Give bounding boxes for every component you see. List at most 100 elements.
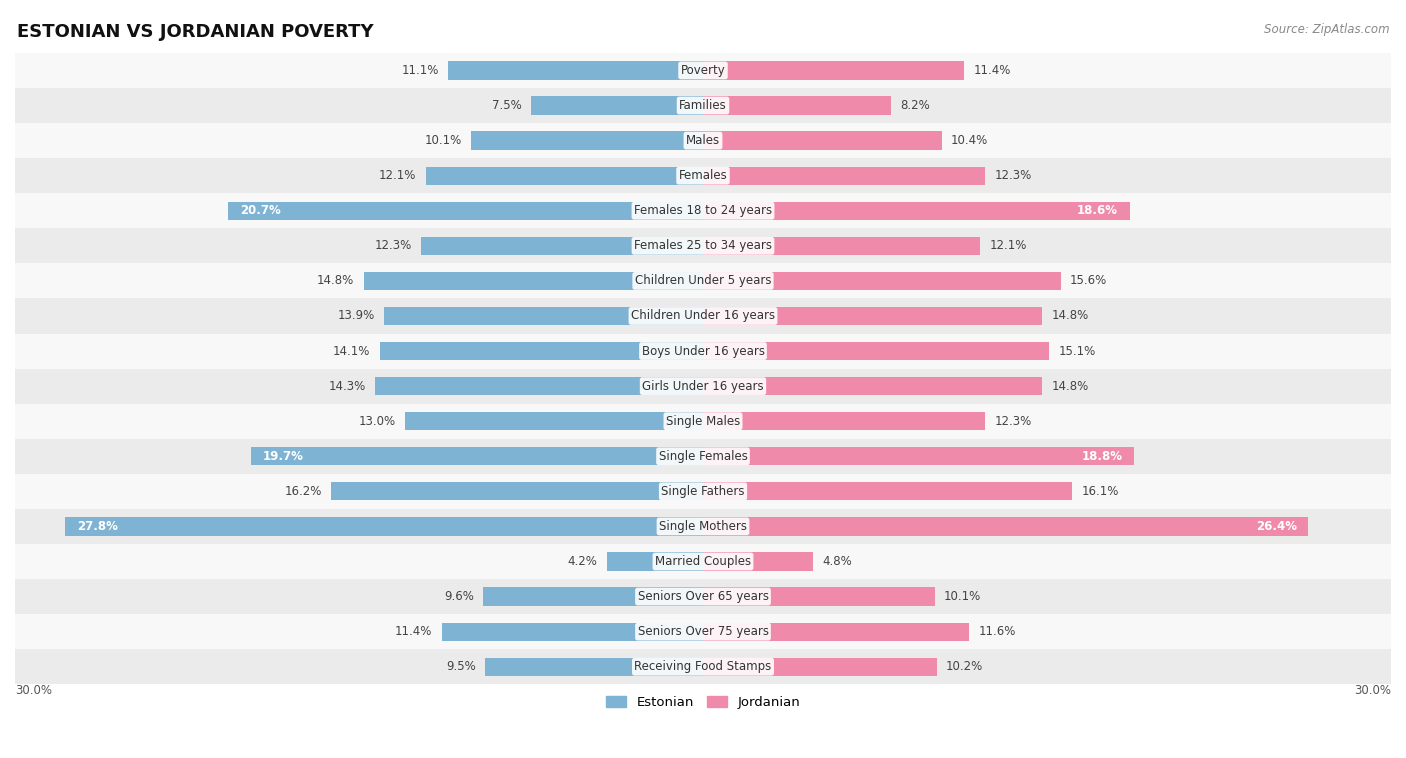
Text: 16.1%: 16.1% [1081,485,1119,498]
Bar [703,307,1042,325]
Text: Single Males: Single Males [666,415,740,428]
Bar [364,272,703,290]
Text: 9.6%: 9.6% [444,590,474,603]
Bar [15,123,1391,158]
Text: 18.8%: 18.8% [1081,449,1122,463]
Text: Poverty: Poverty [681,64,725,77]
Text: 14.8%: 14.8% [318,274,354,287]
Text: Males: Males [686,134,720,147]
Text: 18.6%: 18.6% [1077,204,1118,218]
Bar [703,272,1060,290]
Text: 14.8%: 14.8% [1052,309,1088,322]
Text: 26.4%: 26.4% [1256,520,1296,533]
Bar [15,158,1391,193]
Bar [252,447,703,465]
Text: 19.7%: 19.7% [263,449,304,463]
Bar [703,482,1073,500]
Text: 11.1%: 11.1% [402,64,439,77]
Text: 15.6%: 15.6% [1070,274,1107,287]
Text: 12.3%: 12.3% [994,169,1032,182]
Text: Receiving Food Stamps: Receiving Food Stamps [634,660,772,673]
Bar [228,202,703,220]
Text: 8.2%: 8.2% [900,99,929,112]
Text: 11.4%: 11.4% [395,625,433,638]
Bar [15,509,1391,544]
Bar [703,553,813,571]
Text: 16.2%: 16.2% [285,485,322,498]
Text: 14.3%: 14.3% [329,380,366,393]
Text: Seniors Over 65 years: Seniors Over 65 years [637,590,769,603]
Bar [332,482,703,500]
Bar [703,342,1049,360]
Bar [703,167,986,185]
Bar [703,202,1129,220]
Bar [15,193,1391,228]
Text: Seniors Over 75 years: Seniors Over 75 years [637,625,769,638]
Bar [15,544,1391,579]
Text: 30.0%: 30.0% [15,684,52,697]
Text: 15.1%: 15.1% [1059,345,1095,358]
Text: Single Fathers: Single Fathers [661,485,745,498]
Bar [375,377,703,395]
Bar [449,61,703,80]
Text: Children Under 16 years: Children Under 16 years [631,309,775,322]
Text: 12.3%: 12.3% [374,240,412,252]
Bar [482,587,703,606]
Text: 10.4%: 10.4% [950,134,988,147]
Bar [703,61,965,80]
Bar [703,412,986,431]
Bar [703,587,935,606]
Text: 12.3%: 12.3% [994,415,1032,428]
Bar [380,342,703,360]
Text: 11.6%: 11.6% [979,625,1015,638]
Bar [606,553,703,571]
Text: 13.9%: 13.9% [337,309,375,322]
Bar [15,614,1391,649]
Text: Females 25 to 34 years: Females 25 to 34 years [634,240,772,252]
Bar [384,307,703,325]
Text: Children Under 5 years: Children Under 5 years [634,274,772,287]
Text: Source: ZipAtlas.com: Source: ZipAtlas.com [1264,23,1389,36]
Text: Females 18 to 24 years: Females 18 to 24 years [634,204,772,218]
Text: Single Mothers: Single Mothers [659,520,747,533]
Bar [471,131,703,150]
Text: 13.0%: 13.0% [359,415,395,428]
Text: 10.1%: 10.1% [425,134,463,147]
Bar [485,658,703,676]
Bar [703,622,969,641]
Text: 4.8%: 4.8% [823,555,852,568]
Bar [15,263,1391,299]
Text: 30.0%: 30.0% [1354,684,1391,697]
Bar [15,228,1391,263]
Text: 4.2%: 4.2% [568,555,598,568]
Bar [703,377,1042,395]
Text: 12.1%: 12.1% [380,169,416,182]
Bar [15,53,1391,88]
Text: 10.1%: 10.1% [943,590,981,603]
Bar [531,96,703,114]
Bar [703,658,936,676]
Text: 11.4%: 11.4% [973,64,1011,77]
Legend: Estonian, Jordanian: Estonian, Jordanian [599,689,807,716]
Text: Families: Families [679,99,727,112]
Bar [15,474,1391,509]
Bar [703,517,1309,536]
Bar [441,622,703,641]
Bar [15,579,1391,614]
Text: 12.1%: 12.1% [990,240,1026,252]
Bar [405,412,703,431]
Text: 7.5%: 7.5% [492,99,522,112]
Text: Married Couples: Married Couples [655,555,751,568]
Text: Boys Under 16 years: Boys Under 16 years [641,345,765,358]
Bar [703,96,891,114]
Bar [66,517,703,536]
Text: Girls Under 16 years: Girls Under 16 years [643,380,763,393]
Bar [426,167,703,185]
Bar [15,439,1391,474]
Text: 14.1%: 14.1% [333,345,370,358]
Bar [15,649,1391,684]
Text: 9.5%: 9.5% [446,660,477,673]
Bar [420,236,703,255]
Text: Females: Females [679,169,727,182]
Text: 14.8%: 14.8% [1052,380,1088,393]
